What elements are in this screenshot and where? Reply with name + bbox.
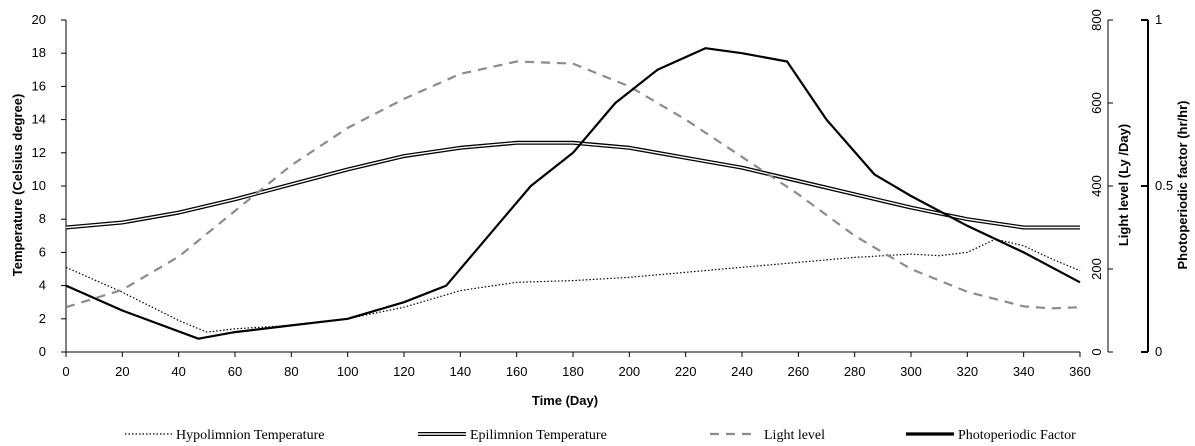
y-left-tick-label: 0: [39, 344, 46, 359]
y-photo-tick-label: 1: [1155, 12, 1162, 27]
x-tick-label: 0: [62, 364, 69, 379]
legend-item-photoperiodic: Photoperiodic Factor: [906, 428, 1076, 443]
legend-item-epilimnion: Epilimnion Temperature: [418, 428, 607, 443]
x-tick-label: 300: [900, 364, 922, 379]
x-tick-label: 160: [506, 364, 528, 379]
x-tick-label: 280: [844, 364, 866, 379]
y-left-tick-label: 8: [39, 211, 46, 226]
x-tick-label: 360: [1069, 364, 1091, 379]
y-axis-photo-ticks: 00.51: [1141, 12, 1173, 359]
x-tick-label: 220: [675, 364, 697, 379]
x-tick-label: 20: [115, 364, 129, 379]
x-tick-label: 120: [393, 364, 415, 379]
legend: Hypolimnion Temperature Epilimnion Tempe…: [125, 428, 1076, 443]
series-line-light-level: [65, 60, 1081, 310]
y-light-tick-label: 400: [1089, 175, 1104, 197]
y-left-tick-label: 2: [39, 311, 46, 326]
x-tick-label: 40: [171, 364, 185, 379]
y-axis-light-ticks: 0 200 400 600 800: [1089, 9, 1113, 356]
y-left-tick-label: 16: [32, 78, 46, 93]
x-tick-label: 200: [618, 364, 640, 379]
x-tick-label: 140: [449, 364, 471, 379]
x-axis-title: Time (Day): [532, 393, 598, 408]
x-tick-label: 320: [956, 364, 978, 379]
series-line-epilimnion-temperature-inner: [65, 142, 1080, 229]
x-tick-label: 60: [228, 364, 242, 379]
y-axis-left-title: Temperature (Celsius degree): [10, 94, 25, 277]
plot-area: [65, 20, 1149, 353]
y-photo-tick-label: 0: [1155, 344, 1162, 359]
series-line-hypolimnion-temperature: [65, 238, 1081, 333]
y-axis-left-ticks: 0 2 4 6 8 10 12 14 16 18 20: [32, 12, 66, 359]
series-layer: [65, 47, 1081, 340]
y-left-tick-label: 10: [32, 178, 46, 193]
y-light-tick-label: 200: [1089, 258, 1104, 280]
x-tick-label: 100: [337, 364, 359, 379]
y-left-tick-label: 4: [39, 278, 46, 293]
legend-label-photoperiodic: Photoperiodic Factor: [958, 428, 1076, 443]
y-axis-photo-title: Photoperiodic factor (hr/hr): [1175, 101, 1190, 270]
x-tick-label: 340: [1013, 364, 1035, 379]
series-line-photoperiodic-factor: [65, 47, 1081, 340]
y-light-tick-label: 600: [1089, 92, 1104, 114]
y-left-tick-label: 18: [32, 45, 46, 60]
legend-label-hypolimnion: Hypolimnion Temperature: [176, 428, 324, 443]
series-line-epilimnion-temperature: [65, 140, 1080, 230]
y-left-tick-label: 14: [32, 112, 46, 127]
x-axis-ticks: 0 20 40 60 80 100 120 140 160 180 200 220 240 260 280 3…: [62, 352, 1091, 379]
legend-label-epilimnion: Epilimnion Temperature: [470, 428, 607, 443]
x-tick-label: 240: [731, 364, 753, 379]
y-left-tick-label: 12: [32, 145, 46, 160]
y-left-tick-label: 6: [39, 244, 46, 259]
x-tick-label: 80: [284, 364, 298, 379]
y-light-tick-label: 800: [1089, 9, 1104, 31]
y-light-tick-label: 0: [1089, 348, 1104, 355]
legend-label-light: Light level: [764, 428, 825, 443]
x-tick-label: 180: [562, 364, 584, 379]
y-left-tick-label: 20: [32, 12, 46, 27]
y-photo-tick-label: 0.5: [1155, 178, 1173, 193]
x-tick-label: 260: [787, 364, 809, 379]
y-axis-light-title: Light level (Ly /Day): [1116, 124, 1131, 246]
legend-item-hypolimnion: Hypolimnion Temperature: [125, 428, 324, 443]
legend-item-light: Light level: [710, 428, 825, 443]
